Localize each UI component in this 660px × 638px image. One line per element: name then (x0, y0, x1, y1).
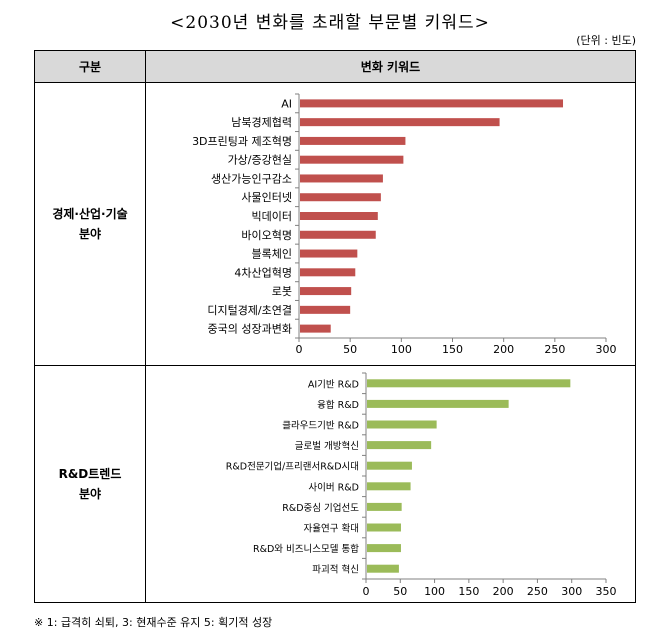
bar (367, 564, 399, 573)
bar (367, 441, 432, 450)
category-label: 빅데이터 (252, 210, 292, 223)
category-label: 블록체인 (252, 248, 292, 261)
x-tick-label: 350 (596, 585, 617, 598)
row-label-line: 분야 (78, 227, 102, 241)
bar (367, 523, 401, 532)
x-tick-label: 0 (296, 343, 303, 356)
bar (300, 268, 356, 277)
row-label-rnd: R&D트렌드 분야 (34, 365, 146, 603)
x-tick-label: 200 (493, 585, 514, 598)
category-label: 자율연구 확대 (304, 523, 359, 535)
x-tick-label: 300 (561, 585, 582, 598)
x-tick-label: 100 (424, 585, 445, 598)
x-tick-label: 250 (527, 585, 548, 598)
category-label: R&D전문기업/프리랜서R&D시대 (226, 461, 359, 473)
bar (367, 420, 437, 429)
page-title: <2030년 변화를 초래할 부문별 키워드> (170, 13, 490, 33)
bar (300, 174, 383, 183)
bar (300, 230, 376, 239)
x-tick-label: 50 (393, 585, 407, 598)
x-tick-label: 200 (493, 343, 514, 356)
category-label: 바이오혁명 (241, 229, 292, 242)
category-label: 글로벌 개방혁신 (295, 441, 359, 452)
category-label: R&D중심 기업선도 (282, 502, 359, 514)
bar (367, 461, 412, 470)
category-label: 중국의 성장과변화 (208, 323, 292, 336)
bar (367, 379, 571, 388)
category-label: AI기반 R&D (308, 379, 359, 390)
category-label: 디지털경제/초연결 (207, 304, 292, 317)
category-label: 융합 R&D (317, 400, 359, 411)
table-header-row: 구분 변화 키워드 (34, 50, 636, 83)
x-tick-label: 100 (391, 343, 412, 356)
row-label-line: 경제·산업·기술 (52, 207, 128, 221)
bar (300, 287, 352, 296)
header-category: 구분 (34, 50, 146, 83)
chart-cell-rnd: 0 50 100 150 200 250 300 350 AI기반 R&D 융합 R&D 클라우드기… (145, 365, 636, 603)
table-row: 경제·산업·기술 분야 0 50 100 150 200 250 300 AI 남북경제협력 3D… (34, 82, 636, 366)
category-label: 파괴적 혁신 (312, 564, 359, 576)
header-keywords: 변화 키워드 (145, 50, 636, 83)
bar (367, 544, 401, 553)
category-label: 3D프린팅과 제조혁명 (192, 135, 292, 148)
category-label: 남북경제협력 (231, 116, 292, 129)
bar (300, 155, 404, 164)
row-label-line: 분야 (78, 487, 102, 501)
table-row: R&D트렌드 분야 0 50 100 150 200 250 300 350 AI기반 R&D 융… (34, 365, 636, 603)
rnd-trend-chart: 0 50 100 150 200 250 300 350 AI기반 R&D 융합 R&D 클라우드기… (226, 372, 617, 598)
row-label-line: R&D트렌드 (58, 467, 122, 481)
category-label: AI (281, 97, 292, 110)
bar (367, 399, 509, 408)
category-label: 생산가능인구감소 (211, 172, 292, 185)
bar (367, 502, 402, 511)
category-label: R&D와 비즈니스모델 통합 (253, 543, 359, 555)
category-label: 사물인터넷 (241, 191, 292, 204)
bar (300, 212, 378, 220)
x-tick-label: 300 (596, 343, 617, 356)
bar (367, 482, 411, 491)
bar (300, 249, 358, 258)
bar (300, 136, 406, 145)
x-tick-label: 150 (442, 343, 463, 356)
category-label: 로봇 (272, 285, 292, 298)
x-tick-label: 0 (363, 585, 370, 598)
footnote: ※ 1: 급격히 쇠퇴, 3: 현재수준 유지 5: 획기적 성장 (34, 616, 273, 629)
category-label: 클라우드기반 R&D (282, 421, 359, 432)
bar (300, 118, 500, 127)
bar (300, 193, 381, 202)
bar (300, 99, 564, 108)
x-tick-label: 250 (544, 343, 565, 356)
row-label-economy: 경제·산업·기술 분야 (34, 82, 146, 366)
category-label: 4차산업혁명 (234, 266, 292, 279)
x-tick-label: 150 (458, 585, 479, 598)
economy-keyword-chart: 0 50 100 150 200 250 300 AI 남북경제협력 3D프린팅과 제조혁명가상/… (192, 93, 617, 356)
bar (300, 305, 351, 314)
x-tick-label: 50 (343, 343, 357, 356)
category-label: 사이버 R&D (308, 482, 359, 493)
category-label: 가상/증강현실 (228, 154, 292, 167)
bar (300, 324, 331, 333)
unit-note: (단위 : 빈도) (576, 34, 636, 47)
keyword-table: 구분 변화 키워드 경제·산업·기술 분야 0 50 100 150 200 250 300… (34, 50, 636, 603)
